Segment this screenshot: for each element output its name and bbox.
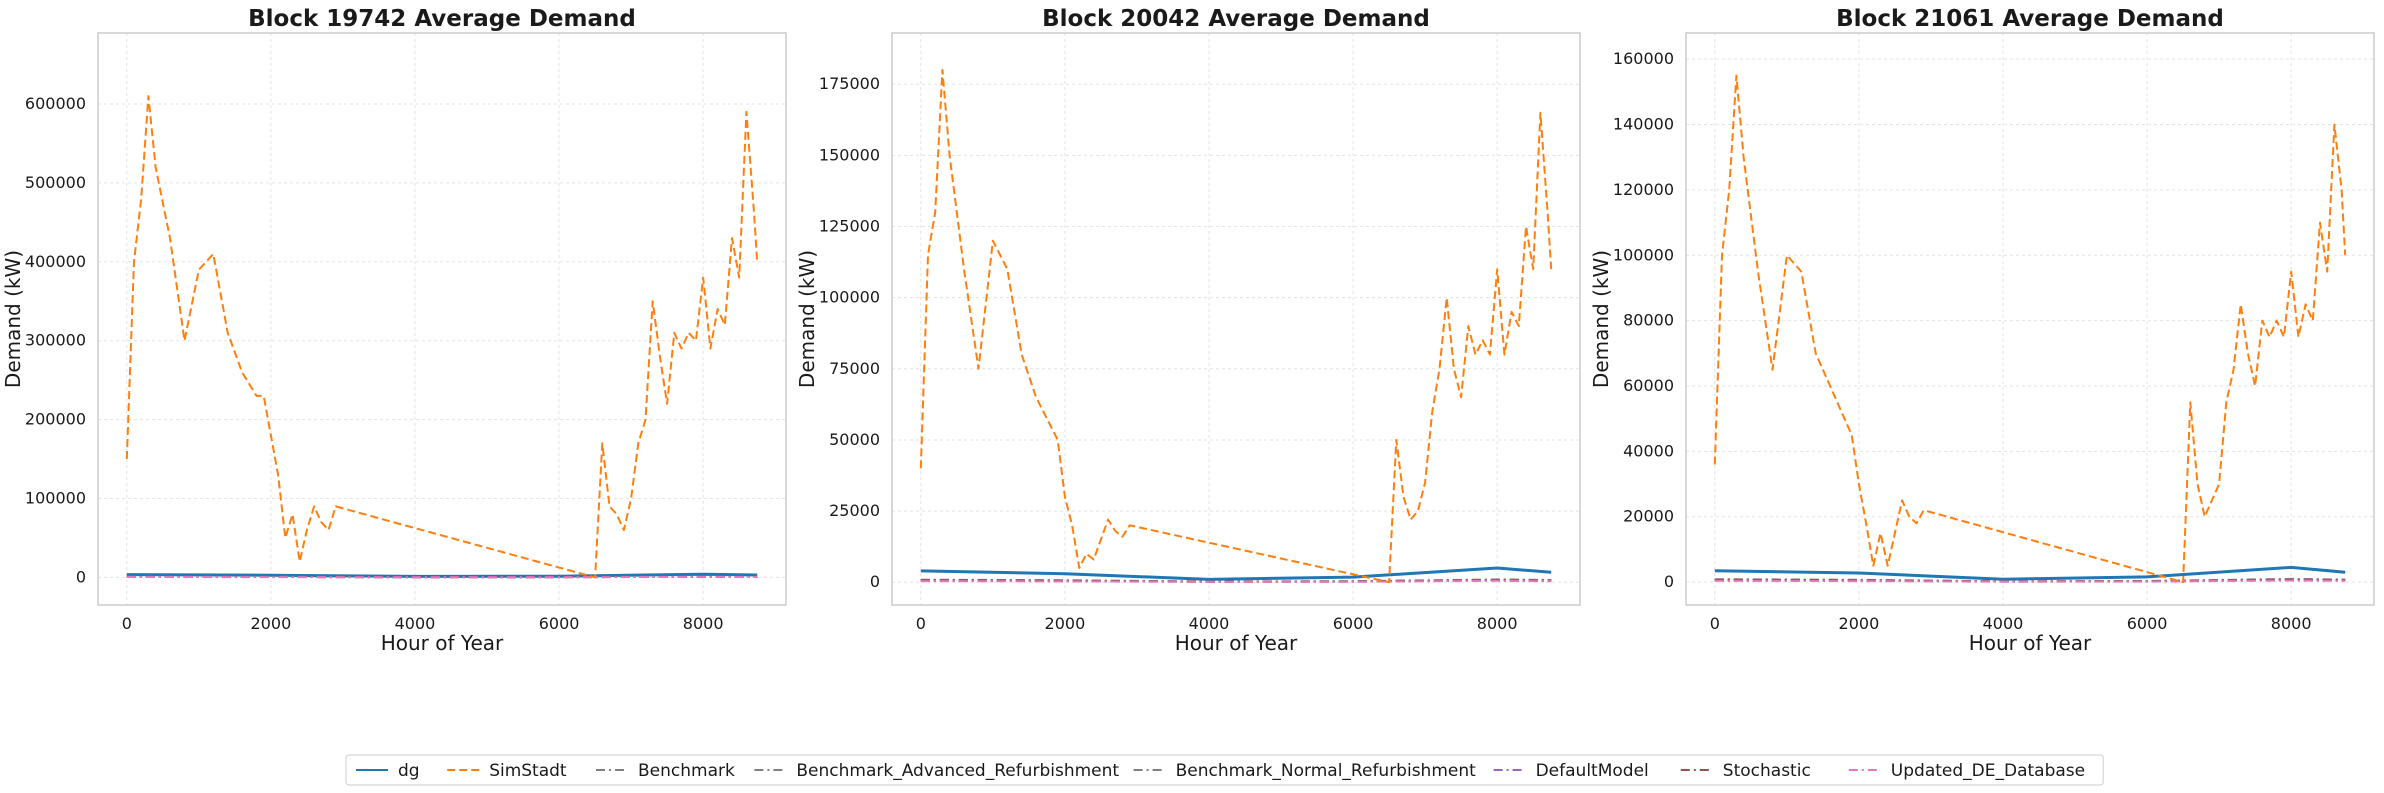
series-line-dg	[1714, 565, 2346, 581]
series-line-dg	[126, 572, 758, 578]
legend-label-benchmark: Benchmark	[638, 761, 735, 781]
y-tick-label: 40000	[1623, 441, 1674, 460]
y-tick-label: 60000	[1623, 376, 1674, 395]
y-tick-label: 500000	[25, 173, 86, 192]
y-tick-label: 600000	[25, 94, 86, 113]
plot-area-frame	[891, 32, 1581, 606]
y-tick-label: 120000	[1613, 180, 1674, 199]
plot-area-frame	[97, 32, 787, 606]
y-tick-label: 160000	[1613, 49, 1674, 68]
legend-label-defaultmodel: DefaultModel	[1536, 761, 1649, 781]
plot-area-frame	[1685, 32, 2375, 606]
y-tick-label: 100000	[819, 288, 880, 307]
legend-label-stochastic: Stochastic	[1723, 761, 1811, 781]
y-axis-label: Demand (kW)	[1589, 250, 1613, 388]
y-tick-label: 175000	[819, 74, 880, 93]
y-tick-label: 100000	[1613, 245, 1674, 264]
y-tick-label: 20000	[1623, 507, 1674, 526]
y-tick-label: 125000	[819, 217, 880, 236]
series-line-updated-de-database	[920, 579, 1552, 583]
y-tick-label: 100000	[25, 488, 86, 507]
chart-panel-3: 0 2000 4000 6000 800002000040000600008000010…	[1589, 6, 2375, 655]
chart-title: Block 20042 Average Demand	[1042, 6, 1430, 32]
x-tick-label: 6000	[2127, 614, 2168, 633]
x-axis-label: Hour of Year	[1175, 631, 1298, 655]
y-tick-label: 300000	[25, 331, 86, 350]
x-axis-label: Hour of Year	[381, 631, 504, 655]
y-tick-label: 400000	[25, 252, 86, 271]
x-tick-label: 8000	[683, 614, 724, 633]
x-tick-label: 6000	[539, 614, 580, 633]
x-tick-label: 2000	[251, 614, 292, 633]
y-tick-label: 75000	[829, 359, 880, 378]
y-tick-label: 25000	[829, 501, 880, 520]
x-tick-label: 6000	[1333, 614, 1374, 633]
series-line-simstadt	[125, 95, 759, 579]
x-tick-label: 0	[916, 614, 926, 633]
chart-title: Block 19742 Average Demand	[248, 6, 636, 32]
y-tick-label: 0	[870, 572, 880, 591]
series-line-dg	[920, 566, 1552, 581]
x-tick-label: 8000	[2271, 614, 2312, 633]
x-tick-label: 8000	[1477, 614, 1518, 633]
y-tick-label: 150000	[819, 145, 880, 164]
y-axis-label: Demand (kW)	[1, 250, 25, 388]
x-axis-label: Hour of Year	[1969, 631, 2092, 655]
y-tick-label: 0	[76, 567, 86, 586]
series-line-simstadt	[1713, 74, 2347, 584]
x-tick-label: 4000	[1189, 614, 1230, 633]
series-line-simstadt	[919, 69, 1553, 584]
y-tick-label: 0	[1664, 572, 1674, 591]
legend: dg SimStadt Benchmark Benchmark_Advanced_Re…	[345, 754, 2104, 786]
legend-label-benchmark-normal-refurbishment: Benchmark_Normal_Refurbishment	[1176, 761, 1477, 781]
y-tick-label: 200000	[25, 410, 86, 429]
x-tick-label: 4000	[1983, 614, 2024, 633]
x-tick-label: 0	[1710, 614, 1720, 633]
chart-panel-1: 0 2000 4000 6000 8000 0 100000 200000 300000 4000…	[1, 6, 787, 655]
legend-label-simstadt: SimStadt	[489, 761, 567, 781]
y-tick-label: 140000	[1613, 115, 1674, 134]
y-tick-label: 80000	[1623, 311, 1674, 330]
chart-title: Block 21061 Average Demand	[1836, 6, 2224, 32]
y-tick-label: 50000	[829, 430, 880, 449]
legend-box	[345, 754, 2104, 786]
x-tick-label: 0	[122, 614, 132, 633]
legend-label-updated-de-database: Updated_DE_Database	[1891, 761, 2085, 781]
chart-panel-2: 0 2000 4000 6000 8000 0 25000 50000 75000 100000 1…	[795, 6, 1581, 655]
x-tick-label: 4000	[395, 614, 436, 633]
series-line-updated-de-database	[1714, 579, 2346, 583]
y-axis-label: Demand (kW)	[795, 250, 819, 388]
x-tick-label: 2000	[1839, 614, 1880, 633]
x-tick-label: 2000	[1045, 614, 1086, 633]
legend-label-benchmark-advanced-refurbishment: Benchmark_Advanced_Refurbishment	[796, 761, 1119, 781]
legend-label-dg: dg	[398, 761, 420, 781]
